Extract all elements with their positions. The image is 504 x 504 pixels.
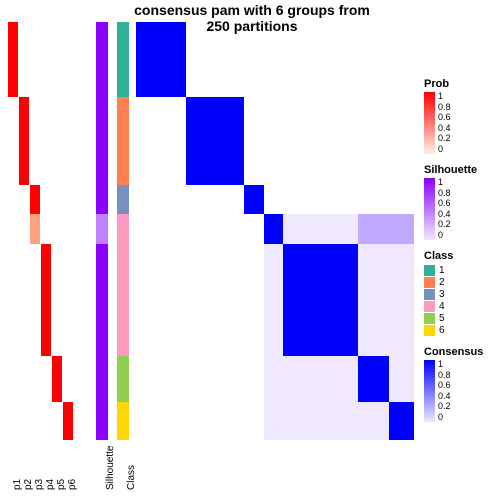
class-seg-3 (117, 185, 129, 214)
legend-class-swatch (424, 313, 435, 324)
x-label-p6: p6 (67, 479, 78, 490)
legend-class-title: Class (424, 250, 500, 262)
x-label-p4: p4 (45, 479, 56, 490)
matrix-block (264, 214, 283, 243)
legend-tick: 1 (438, 178, 451, 187)
legend-silhouette-ticks: 1 0.80.6 0.40.2 0 (435, 178, 451, 240)
class-seg-6 (117, 402, 129, 440)
legend-class-row-5: 5 (424, 312, 500, 324)
legend-class-label: 6 (439, 325, 445, 336)
legend-tick: 0.8 (438, 189, 451, 198)
legend-class-label: 5 (439, 313, 445, 324)
matrix-block (244, 185, 263, 214)
legend-tick: 0.6 (438, 113, 451, 122)
matrix-block (389, 402, 414, 440)
legend-class-row-4: 4 (424, 300, 500, 312)
legend-tick: 0.8 (438, 371, 451, 380)
legend-tick: 0.6 (438, 199, 451, 208)
matrix-block (136, 22, 186, 97)
x-label-class: Class (126, 465, 137, 490)
legend-consensus: Consensus 1 0.80.6 0.40.2 0 (424, 346, 500, 422)
legend-silhouette-title: Silhouette (424, 164, 500, 176)
legend-class-swatch (424, 325, 435, 336)
legend-class-row-3: 3 (424, 288, 500, 300)
legend-tick: 0.6 (438, 381, 451, 390)
legend-consensus-ticks: 1 0.80.6 0.40.2 0 (435, 360, 451, 422)
legend-tick: 0 (438, 413, 451, 422)
matrix-block (186, 97, 244, 185)
legends: Prob 10.80.60.40.20 Silhouette 10.80.60.… (424, 78, 500, 432)
matrix-block (358, 356, 389, 402)
legend-silhouette: Silhouette 1 0.80.6 0.40.2 0 (424, 164, 500, 240)
prob-column-p6 (63, 22, 73, 440)
legend-prob-bar (424, 92, 435, 154)
x-label-p3: p3 (34, 479, 45, 490)
prob-seg (63, 402, 73, 440)
prob-seg (30, 214, 40, 243)
legend-prob-ticks: 1 0.80.6 0.40.2 0 (435, 92, 451, 154)
legend-consensus-bar (424, 360, 435, 422)
consensus-matrix (136, 22, 414, 440)
prob-seg (19, 97, 29, 185)
silhouette-light-band (96, 214, 108, 243)
plot-area (4, 22, 414, 440)
legend-tick: 0.2 (438, 402, 451, 411)
class-seg-1 (117, 22, 129, 97)
prob-seg (41, 244, 51, 357)
prob-seg (30, 185, 40, 214)
legend-prob: Prob 1 0.80.6 0.40.2 0 (424, 78, 500, 154)
prob-seg (52, 356, 62, 402)
x-label-p1: p1 (12, 479, 23, 490)
legend-prob-title: Prob (424, 78, 500, 90)
legend-class-label: 3 (439, 289, 445, 300)
legend-tick: 0.4 (438, 210, 451, 219)
legend-tick: 0.4 (438, 392, 451, 401)
legend-class-swatch (424, 265, 435, 276)
prob-column-p1 (8, 22, 18, 440)
class-seg-5 (117, 356, 129, 402)
legend-class-swatch (424, 289, 435, 300)
x-label-p5: p5 (56, 479, 67, 490)
legend-tick: 0.2 (438, 220, 451, 229)
prob-column-p2 (19, 22, 29, 440)
prob-seg (8, 22, 18, 97)
legend-tick: 0.8 (438, 103, 451, 112)
class-column (117, 22, 129, 440)
legend-silhouette-bar (424, 178, 435, 240)
prob-column-p5 (52, 22, 62, 440)
x-label-p2: p2 (23, 479, 34, 490)
legend-class-label: 2 (439, 277, 445, 288)
legend-tick: 0 (438, 231, 451, 240)
legend-tick: 1 (438, 92, 451, 101)
legend-class-row-1: 1 (424, 264, 500, 276)
legend-class-label: 4 (439, 301, 445, 312)
class-seg-2 (117, 97, 129, 185)
silhouette-column (96, 22, 108, 440)
matrix-block (283, 244, 358, 357)
legend-tick: 0 (438, 145, 451, 154)
legend-class-row-6: 6 (424, 324, 500, 336)
legend-tick: 0.2 (438, 134, 451, 143)
class-seg-4 (117, 214, 129, 356)
legend-class-swatch (424, 277, 435, 288)
legend-class-label: 1 (439, 265, 445, 276)
legend-class-row-2: 2 (424, 276, 500, 288)
prob-column-p3 (30, 22, 40, 440)
prob-column-p4 (41, 22, 51, 440)
legend-consensus-title: Consensus (424, 346, 500, 358)
legend-tick: 1 (438, 360, 451, 369)
legend-class: Class 123456 (424, 250, 500, 336)
legend-class-swatch (424, 301, 435, 312)
x-label-silhouette: Silhouette (105, 446, 116, 490)
legend-tick: 0.4 (438, 124, 451, 133)
